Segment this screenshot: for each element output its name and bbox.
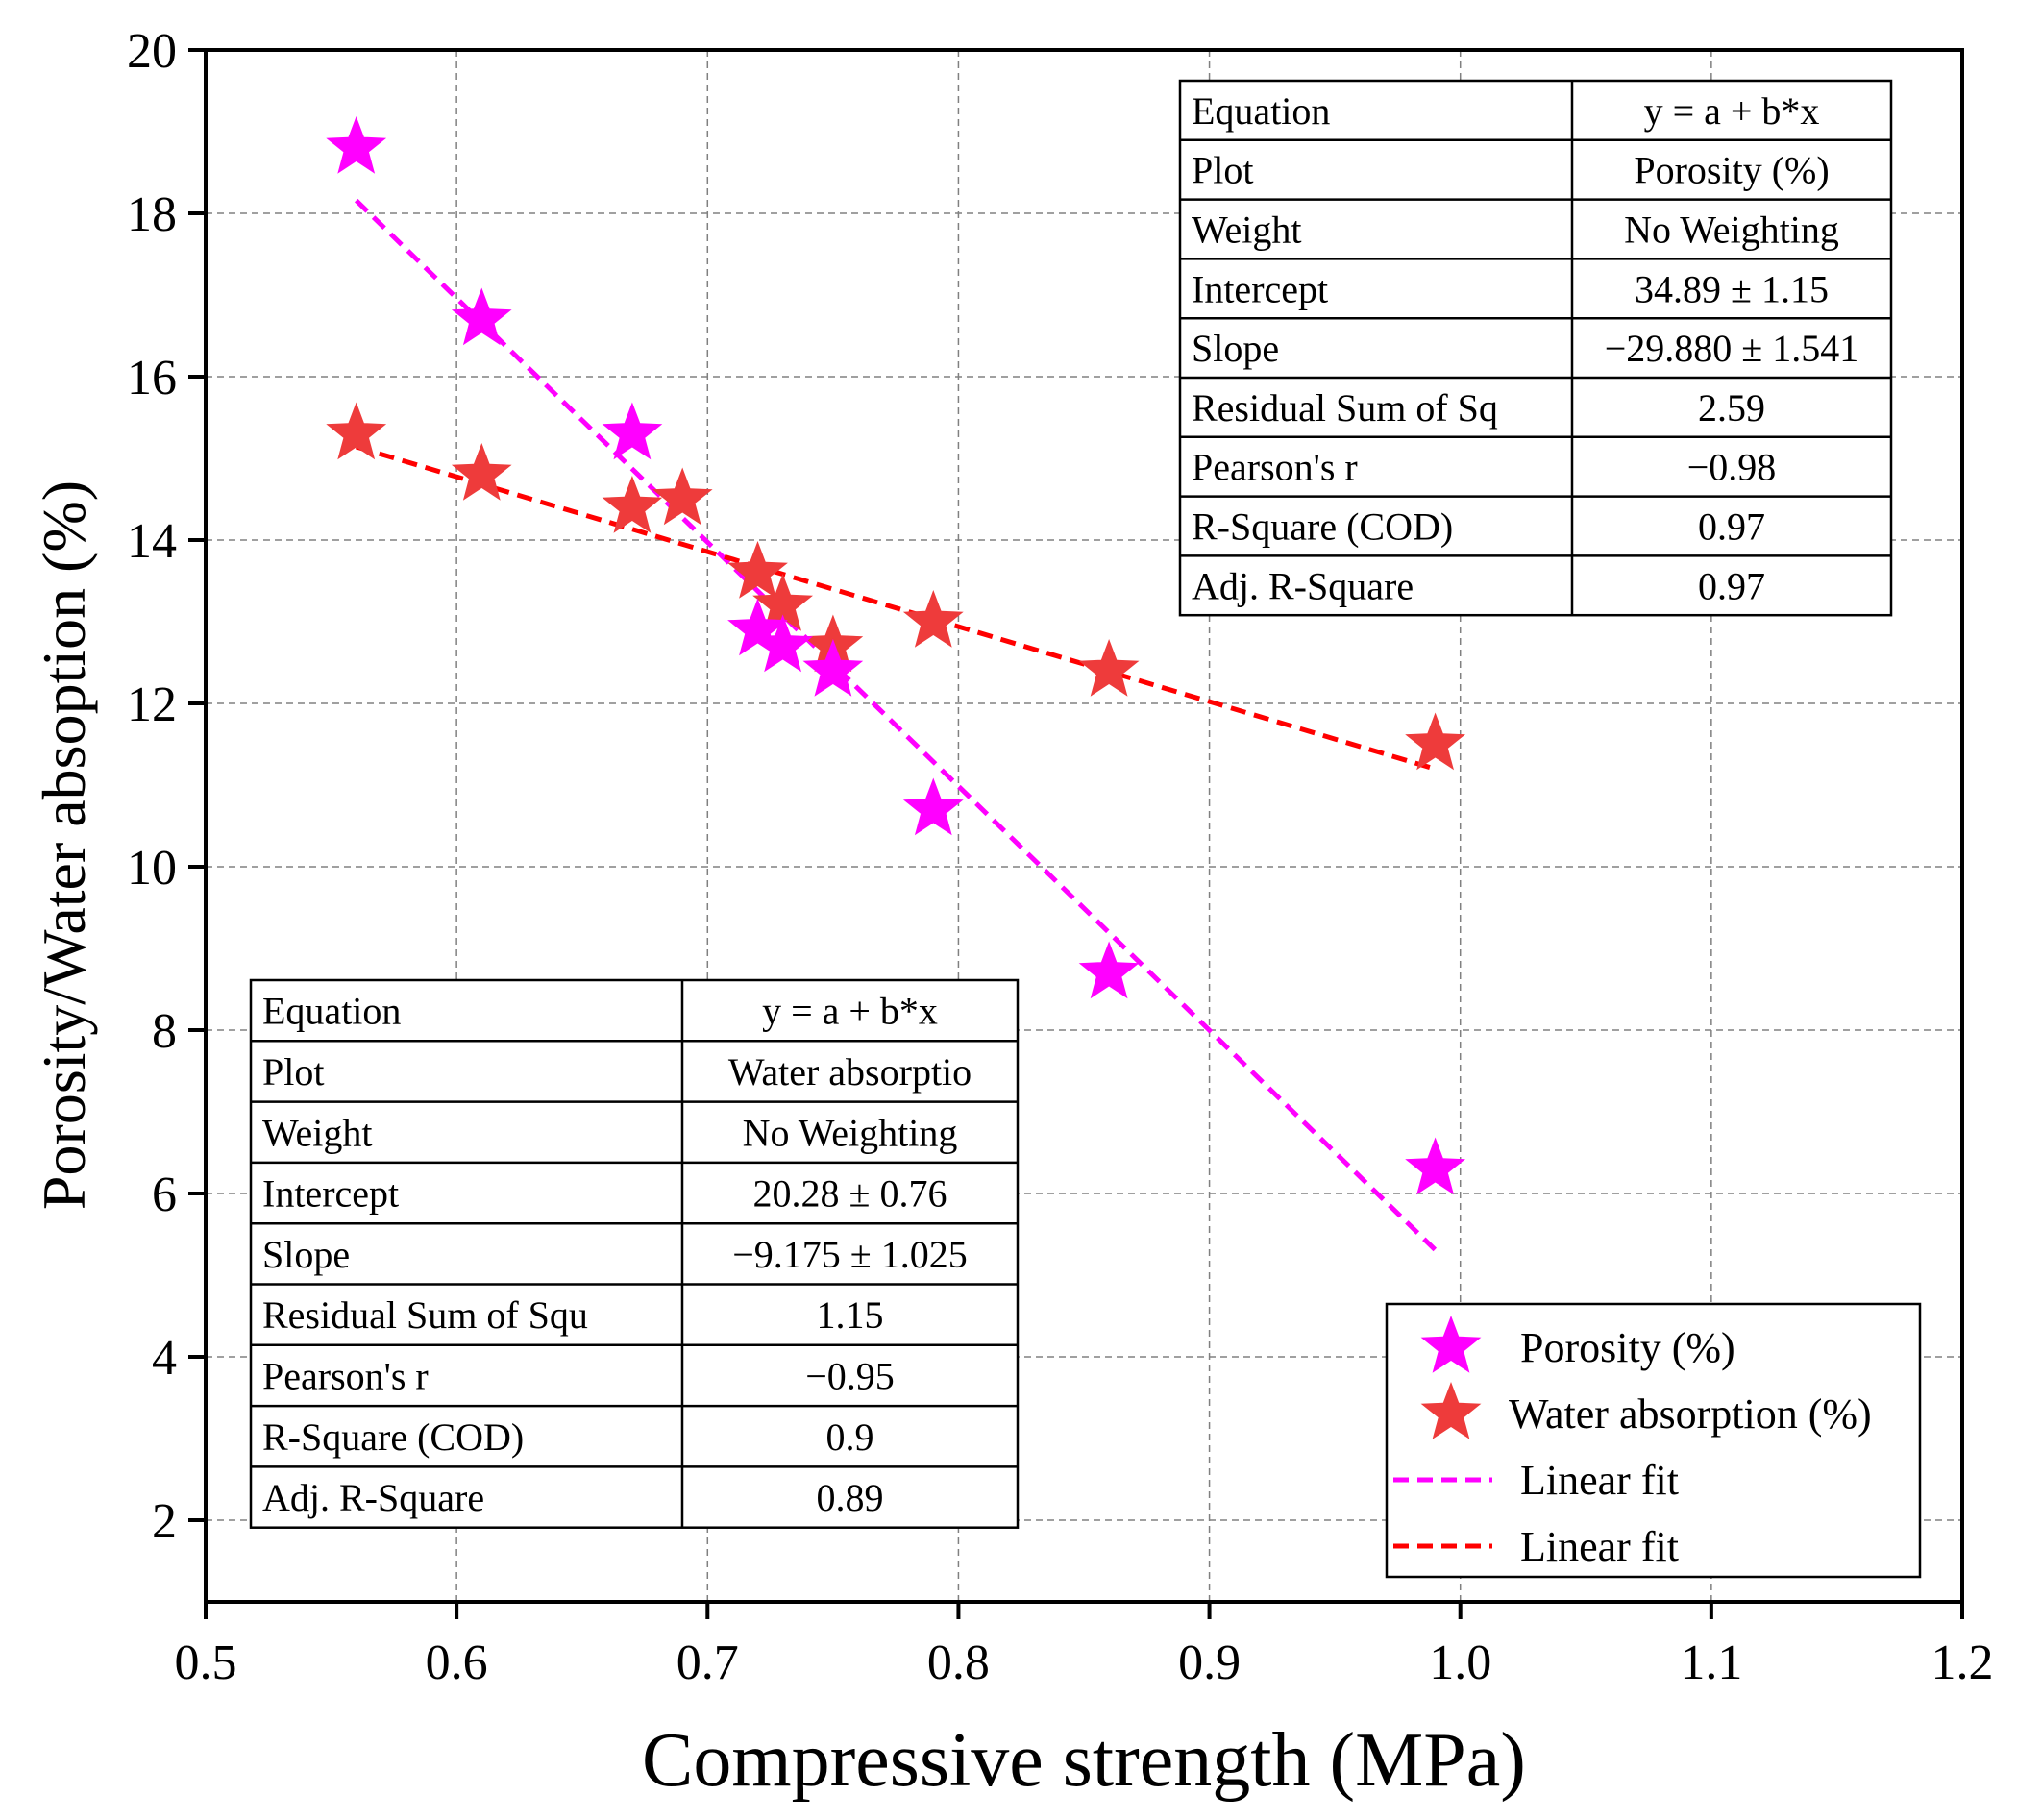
axis-ticks: 0.5 0.6 0.7 0.8 0.9 1.0 1.1 1.2 2 4 6 8 10 12 14 16 18 20 bbox=[127, 24, 1994, 1690]
y-tick-label: 16 bbox=[127, 351, 177, 406]
legend: Porosity (%) Water absorption (%) Linear f… bbox=[1385, 1302, 1922, 1579]
table-cell-label: Slope bbox=[1192, 327, 1279, 370]
y-axis-title: Porosity/Water absoption (%) bbox=[30, 480, 98, 1210]
legend-frame bbox=[1385, 1302, 1922, 1579]
y-tick-label: 14 bbox=[127, 514, 177, 569]
x-axis-title: Compressive strength (MPa) bbox=[642, 1718, 1526, 1803]
x-tick-label: 0.5 bbox=[175, 1636, 237, 1690]
table-cell-value: −9.175 ± 1.025 bbox=[732, 1233, 968, 1276]
table-cell-label: Weight bbox=[1192, 209, 1302, 252]
fit-lines bbox=[354, 198, 1438, 1252]
y-tick-label: 18 bbox=[127, 187, 177, 242]
table-cell-label: Equation bbox=[1192, 89, 1330, 133]
legend-label: Linear fit bbox=[1520, 1523, 1679, 1570]
table-cell-value: 0.9 bbox=[826, 1415, 874, 1459]
legend-label: Porosity (%) bbox=[1520, 1324, 1735, 1371]
y-tick-label: 8 bbox=[152, 1004, 177, 1059]
porosity-point bbox=[802, 639, 864, 697]
table-cell-value: −0.98 bbox=[1687, 446, 1777, 489]
water-absorption-point bbox=[1405, 712, 1465, 771]
table-cell-label: Weight bbox=[262, 1111, 373, 1154]
table-cell-value: Water absorptio bbox=[728, 1050, 972, 1094]
legend-label: Water absorption (%) bbox=[1509, 1390, 1872, 1438]
table-cell-value: 2.59 bbox=[1698, 386, 1765, 430]
y-tick-label: 10 bbox=[127, 841, 177, 896]
table-cell-value: 1.15 bbox=[817, 1293, 884, 1337]
table-cell-label: Pearson's r bbox=[1192, 446, 1358, 489]
y-tick-label: 6 bbox=[152, 1168, 177, 1222]
table-cell-value: 34.89 ± 1.15 bbox=[1635, 267, 1829, 310]
stats-table: Equation y = a + b*x Plot Water absorptio We… bbox=[249, 978, 1020, 1529]
table-cell-value: −29.880 ± 1.541 bbox=[1605, 327, 1859, 370]
table-cell-label: R-Square (COD) bbox=[1192, 505, 1453, 549]
table-cell-value: No Weighting bbox=[1624, 209, 1839, 252]
y-tick-label: 20 bbox=[127, 24, 177, 79]
table-cell-label: Intercept bbox=[262, 1172, 399, 1216]
x-tick-label: 0.8 bbox=[927, 1636, 990, 1690]
y-tick-label: 2 bbox=[152, 1494, 177, 1549]
table-cell-value: 0.97 bbox=[1698, 564, 1765, 607]
table-cell-label: Residual Sum of Squ bbox=[262, 1293, 588, 1337]
water-absorption-point bbox=[451, 443, 512, 501]
data-points bbox=[326, 116, 1465, 1195]
table-cell-label: Intercept bbox=[1192, 267, 1328, 310]
x-tick-label: 0.9 bbox=[1178, 1636, 1241, 1690]
table-frame bbox=[1178, 79, 1893, 617]
fit-line bbox=[355, 444, 1437, 772]
table-cell-label: Residual Sum of Sq bbox=[1192, 386, 1498, 430]
porosity-point bbox=[727, 598, 788, 656]
table-frame bbox=[249, 978, 1020, 1529]
table-cell-label: Pearson's r bbox=[262, 1354, 429, 1397]
legend-water-marker bbox=[1420, 1382, 1482, 1439]
table-cell-value: −0.95 bbox=[805, 1354, 895, 1397]
y-tick-label: 12 bbox=[127, 677, 177, 732]
x-tick-label: 1.0 bbox=[1429, 1636, 1491, 1690]
water-absorption-point bbox=[902, 590, 964, 648]
water-absorption-point bbox=[326, 402, 387, 460]
water-absorption-point bbox=[752, 574, 813, 631]
porosity-point bbox=[451, 287, 512, 346]
table-cell-value: 20.28 ± 0.76 bbox=[753, 1172, 947, 1216]
table-cell-value: No Weighting bbox=[743, 1111, 958, 1154]
table-cell-label: Adj. R-Square bbox=[1192, 564, 1414, 607]
table-cell-value: Porosity (%) bbox=[1634, 149, 1829, 192]
porosity-point bbox=[1405, 1137, 1465, 1195]
table-cell-value: y = a + b*x bbox=[1644, 89, 1820, 133]
legend-label: Linear fit bbox=[1520, 1457, 1679, 1504]
x-tick-label: 1.1 bbox=[1680, 1636, 1742, 1690]
x-tick-label: 0.7 bbox=[676, 1636, 739, 1690]
porosity-point bbox=[752, 614, 813, 673]
plot-frame bbox=[204, 48, 1964, 1604]
y-tick-label: 4 bbox=[152, 1331, 177, 1386]
x-tick-label: 0.6 bbox=[426, 1636, 488, 1690]
legend-porosity-marker bbox=[1420, 1316, 1482, 1373]
water-absorption-point bbox=[652, 467, 713, 526]
water-absorption-point bbox=[727, 541, 788, 599]
table-cell-label: Equation bbox=[262, 990, 401, 1033]
porosity-point bbox=[326, 116, 387, 174]
fit-stat-tables: Equation y = a + b*x Plot Porosity (%) Weigh… bbox=[249, 79, 1893, 1529]
stats-table: Equation y = a + b*x Plot Porosity (%) Weigh… bbox=[1178, 79, 1893, 617]
porosity-point bbox=[902, 777, 964, 836]
table-cell-label: Plot bbox=[262, 1050, 324, 1094]
porosity-point bbox=[1078, 941, 1140, 999]
table-cell-label: Adj. R-Square bbox=[262, 1476, 484, 1519]
water-absorption-point bbox=[1078, 639, 1140, 697]
table-cell-label: Slope bbox=[262, 1233, 350, 1276]
table-cell-label: R-Square (COD) bbox=[262, 1415, 524, 1459]
table-cell-value: y = a + b*x bbox=[762, 990, 938, 1033]
x-tick-label: 1.2 bbox=[1931, 1636, 1994, 1690]
table-cell-label: Plot bbox=[1192, 149, 1253, 192]
water-absorption-point bbox=[602, 476, 663, 533]
fit-line bbox=[354, 198, 1438, 1252]
table-cell-value: 0.89 bbox=[817, 1476, 884, 1519]
porosity-point bbox=[602, 402, 663, 460]
table-cell-value: 0.97 bbox=[1698, 505, 1765, 549]
